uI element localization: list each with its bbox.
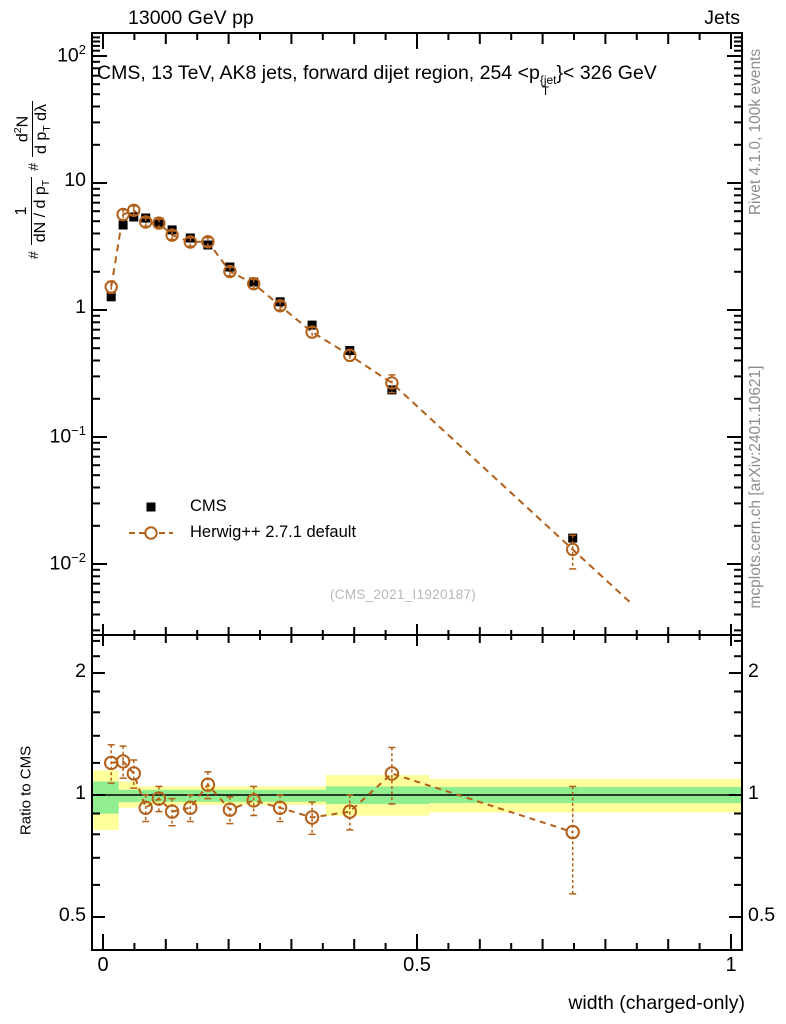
ratio-y-tick-label-left: 1	[75, 782, 86, 804]
ratio-y-tick-label-right: 1	[748, 782, 759, 804]
watermark: (CMS_2021_I1920187)	[330, 587, 477, 602]
process-label: Jets	[704, 7, 740, 29]
main-y-tick-label: 10−1	[49, 423, 86, 448]
x-tick-label: 1	[725, 954, 737, 976]
main-y-tick-label: 10	[64, 169, 86, 191]
plot-title: CMS, 13 TeV, AK8 jets, forward dijet reg…	[97, 62, 657, 98]
rivet-version-label: Rivet 4.1.0, 100k events	[747, 48, 764, 216]
ratio-y-tick-label-right: 0.5	[748, 904, 776, 926]
legend-label-herwig: Herwig++ 2.7.1 default	[190, 523, 357, 541]
main-y-tick-label: 10−2	[49, 550, 86, 575]
ratio-y-tick-label-left: 0.5	[58, 904, 86, 926]
x-tick-label: 0	[97, 954, 109, 976]
ratio-y-tick-label-right: 2	[748, 660, 759, 682]
hash-symbol: #	[25, 251, 41, 260]
main-y-tick-label: 102	[57, 42, 86, 67]
plot-title-text: CMS, 13 TeV, AK8 jets, forward dijet reg…	[97, 62, 540, 84]
beam-energy-label: 13000 GeV pp	[128, 7, 254, 29]
ratio-y-tick-label-left: 2	[75, 660, 86, 682]
legend-label-cms: CMS	[190, 497, 227, 515]
x-axis-title: width (charged-only)	[568, 992, 745, 1014]
main-y-tick-label: 1	[75, 296, 86, 318]
pt-jet-supsub: {jet T	[539, 73, 557, 98]
fraction-2: d2N d pT dλ	[12, 100, 54, 157]
mcplots-reference-label: mcplots.cern.ch [arXiv:2401.10621]	[747, 365, 764, 609]
x-tick-label: 0.5	[403, 954, 431, 976]
